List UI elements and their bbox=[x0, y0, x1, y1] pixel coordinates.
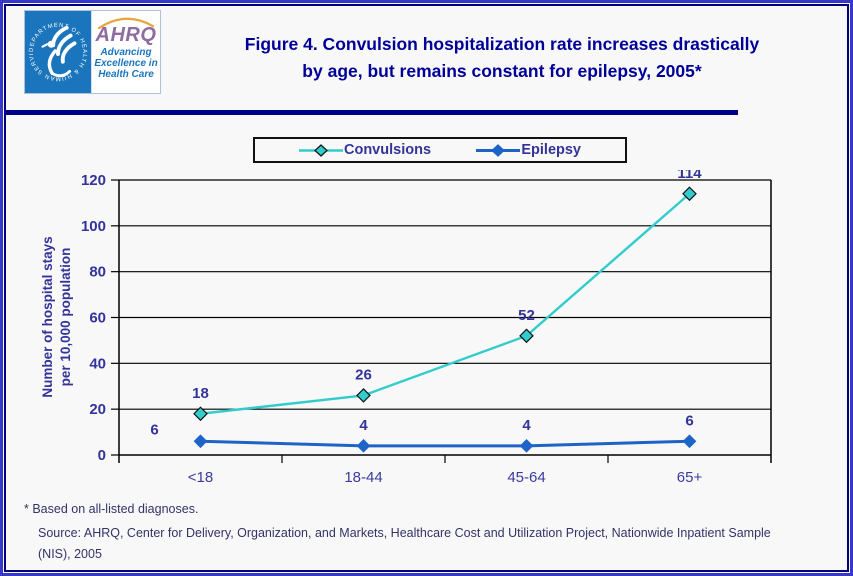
x-tick-label: 18-44 bbox=[344, 469, 382, 486]
y-tick-label: 60 bbox=[89, 310, 106, 327]
data-point bbox=[356, 388, 371, 403]
seal-circular-text: DEPARTMENT OF HEALTH & HUMAN SERVICES · … bbox=[26, 12, 86, 81]
data-point bbox=[519, 328, 534, 344]
footnote-source: Source: AHRQ, Center for Delivery, Organ… bbox=[38, 523, 771, 565]
data-label: 52 bbox=[518, 307, 535, 324]
data-point bbox=[682, 434, 697, 449]
data-point bbox=[193, 434, 208, 449]
legend-label-epilepsy: Epilepsy bbox=[521, 142, 581, 158]
svg-text:DEPARTMENT OF HEALTH & HUMAN S: DEPARTMENT OF HEALTH & HUMAN SERVICES · … bbox=[26, 12, 87, 81]
hhs-seal: DEPARTMENT OF HEALTH & HUMAN SERVICES · … bbox=[25, 11, 91, 93]
figure-title-line2: by age, but remains constant for epileps… bbox=[302, 61, 702, 81]
ahrq-swoosh-icon bbox=[97, 17, 155, 29]
legend-item-convulsions: Convulsions bbox=[299, 142, 431, 158]
data-label: 26 bbox=[355, 366, 372, 383]
x-tick-label: 65+ bbox=[677, 469, 703, 486]
chart-legend: Convulsions Epilepsy bbox=[253, 137, 627, 163]
header-divider bbox=[6, 110, 738, 115]
footnote-source-line2: (NIS), 2005 bbox=[38, 547, 102, 561]
series-line-epilepsy bbox=[200, 439, 690, 448]
y-tick-label: 100 bbox=[81, 218, 106, 235]
series-line-convulsions bbox=[200, 192, 691, 415]
footnote-diagnoses: * Based on all-listed diagnoses. bbox=[24, 502, 199, 516]
figure-title-line1: Figure 4. Convulsion hospitalization rat… bbox=[244, 34, 760, 54]
convulsions-marker-icon bbox=[299, 143, 343, 157]
chart-plot: 0 20 40 60 80 100 120 <18 18-44 45-64 65+ 18 26 52 114… bbox=[81, 170, 772, 486]
ahrq-acronym: AHRQ bbox=[95, 24, 157, 46]
hhs-eagle-icon: DEPARTMENT OF HEALTH & HUMAN SERVICES · … bbox=[26, 12, 87, 81]
y-tick-label: 20 bbox=[89, 401, 106, 418]
data-point bbox=[682, 186, 697, 202]
data-point bbox=[193, 406, 208, 422]
data-label: 4 bbox=[522, 417, 531, 434]
y-tick-label: 40 bbox=[89, 355, 106, 372]
data-label: 6 bbox=[685, 412, 693, 429]
footnote-source-line1: Source: AHRQ, Center for Delivery, Organ… bbox=[38, 526, 771, 540]
y-tick-label: 120 bbox=[81, 172, 106, 189]
y-tick-label: 0 bbox=[98, 447, 106, 464]
figure-title: Figure 4. Convulsion hospitalization rat… bbox=[168, 31, 836, 85]
ahrq-wordmark: AHRQ Advancing Excellence in Health Care bbox=[91, 11, 160, 93]
y-tick-label: 80 bbox=[89, 264, 106, 281]
data-label: 18 bbox=[192, 385, 209, 402]
ahrq-tagline: Advancing Excellence in Health Care bbox=[94, 47, 158, 80]
x-tick-label: 45-64 bbox=[507, 469, 545, 486]
data-label: 4 bbox=[359, 417, 368, 434]
ahrq-hhs-logo: DEPARTMENT OF HEALTH & HUMAN SERVICES · … bbox=[24, 10, 161, 94]
legend-label-convulsions: Convulsions bbox=[344, 142, 432, 158]
epilepsy-marker-icon bbox=[476, 143, 521, 157]
data-point bbox=[519, 438, 534, 453]
legend-item-epilepsy: Epilepsy bbox=[476, 142, 581, 158]
data-label: 6 bbox=[150, 421, 158, 438]
data-label: 114 bbox=[677, 170, 702, 182]
data-point bbox=[356, 438, 371, 453]
x-tick-label: <18 bbox=[188, 469, 213, 486]
